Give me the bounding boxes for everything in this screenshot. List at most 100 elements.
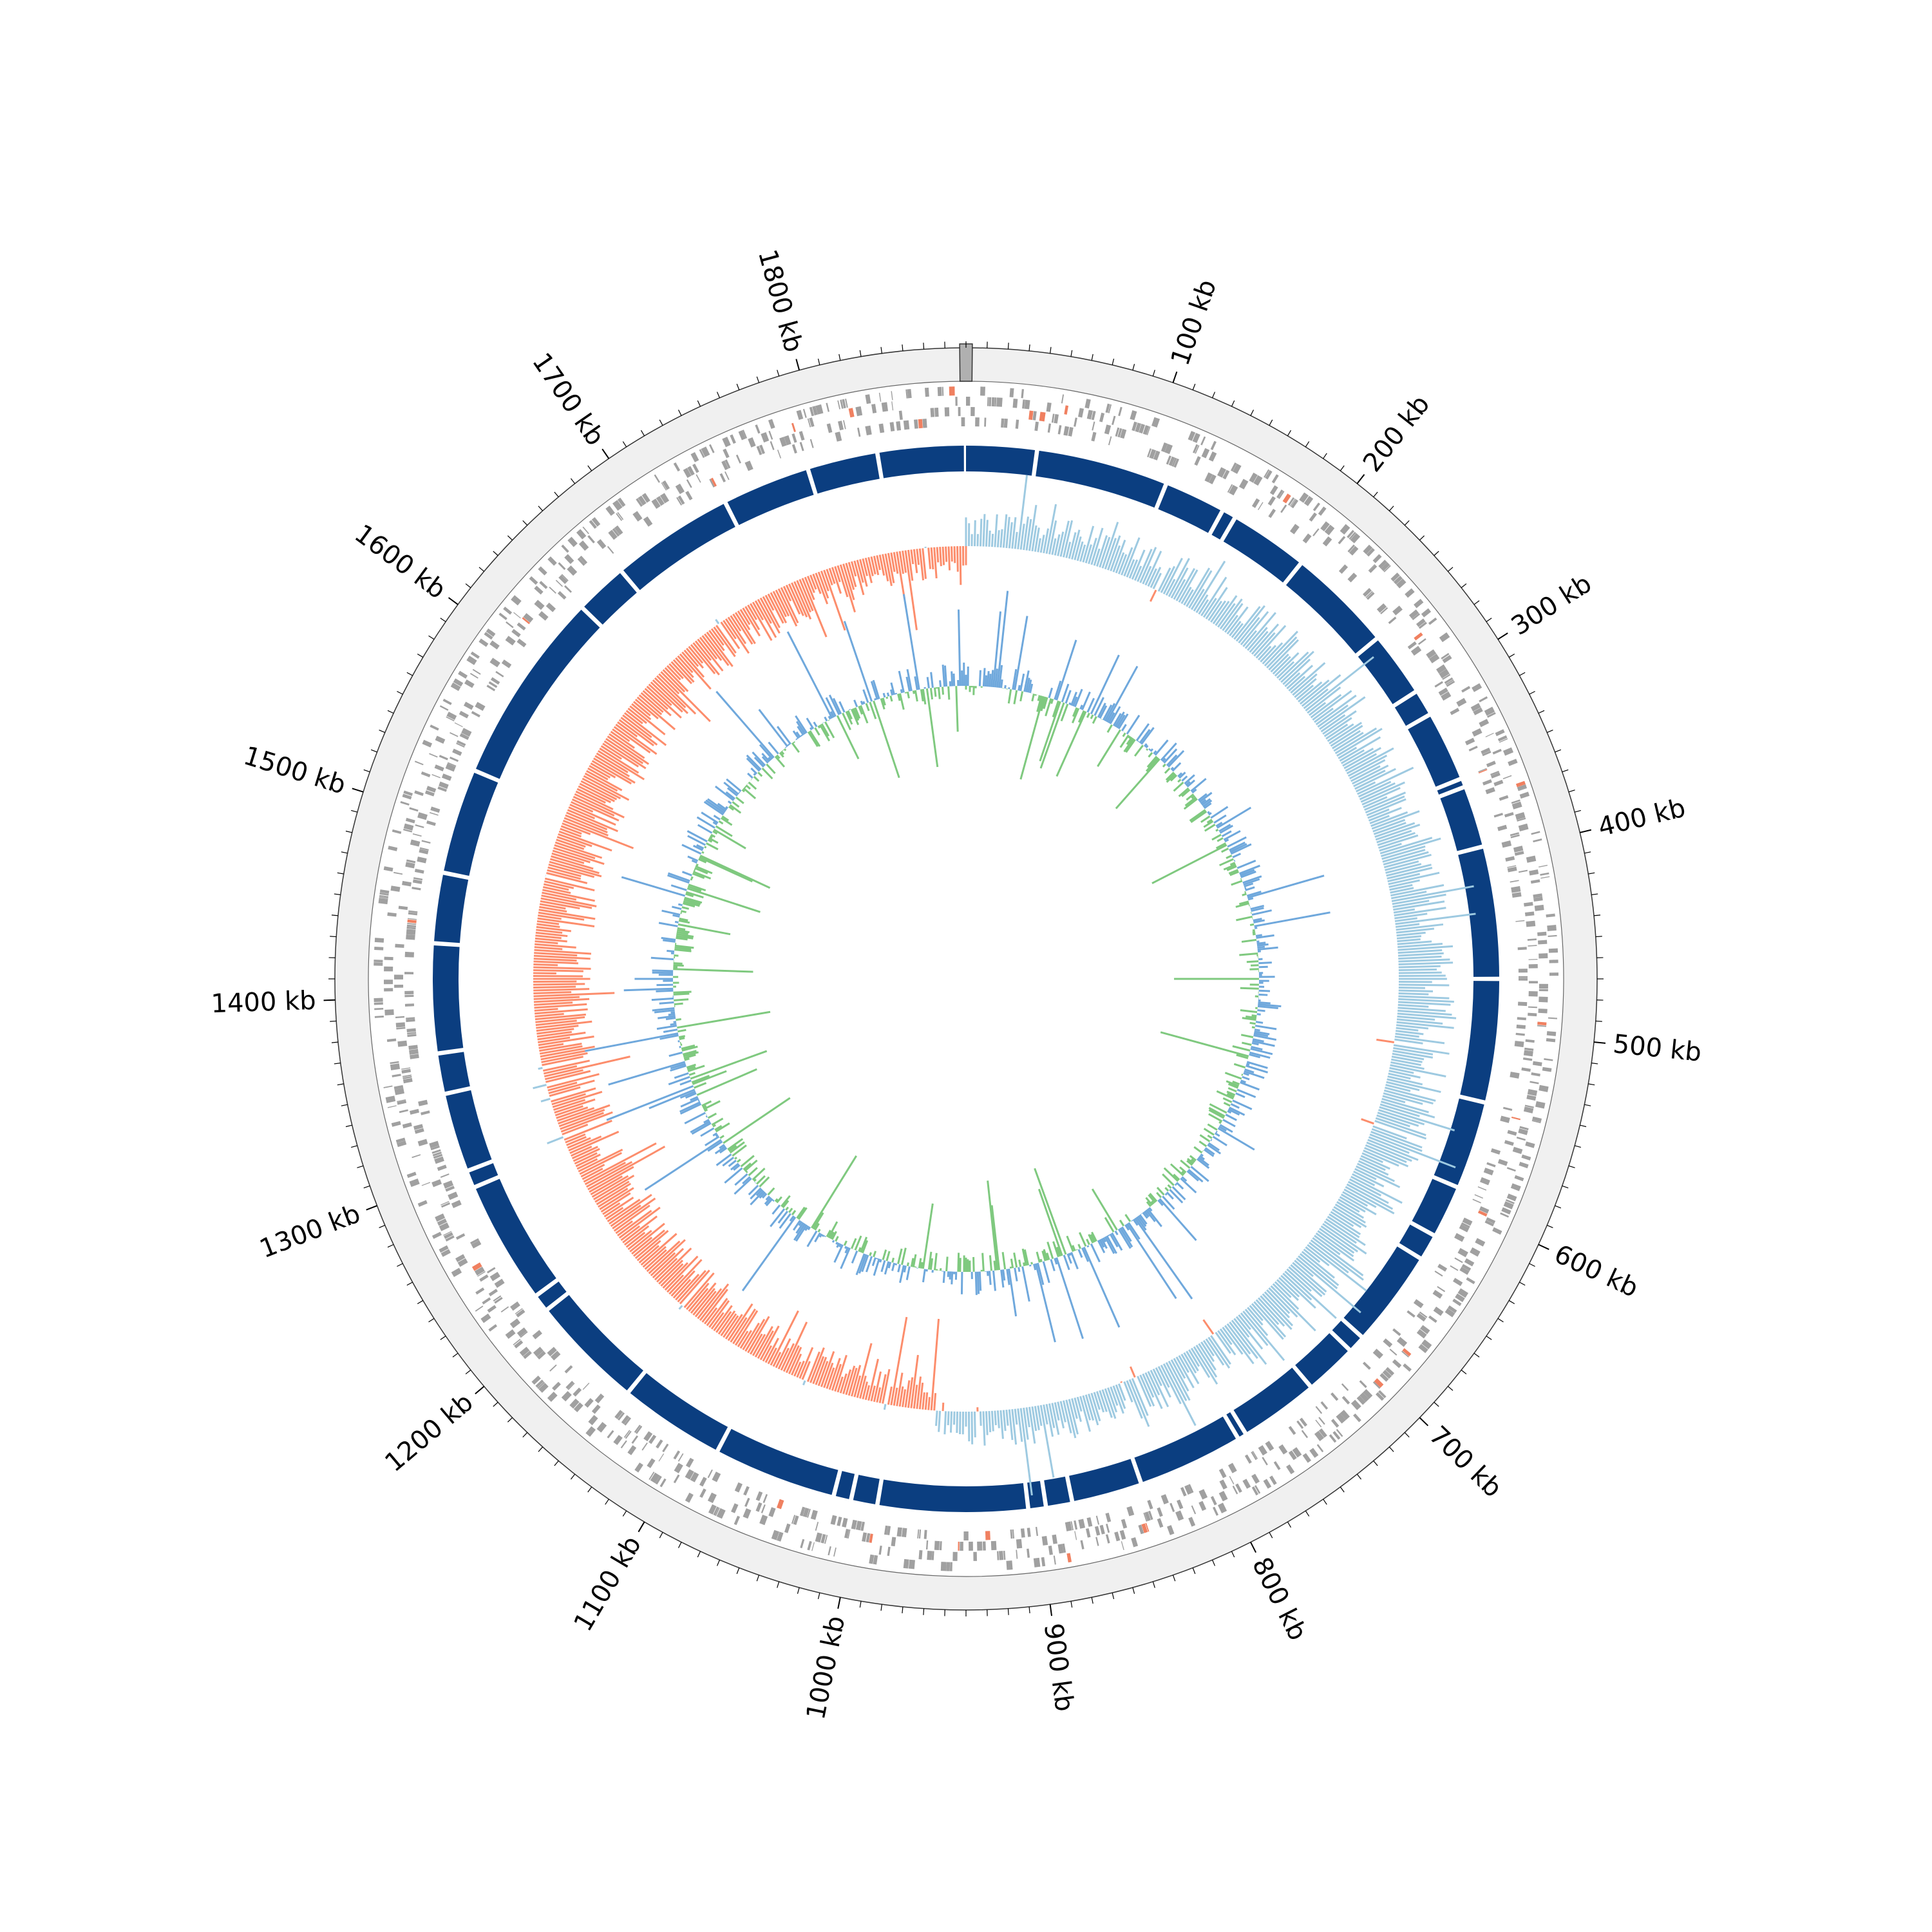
cds-feature [417,857,427,864]
cds-feature [1499,738,1508,743]
cds-feature [958,407,961,417]
cds-feature [475,1305,484,1312]
cds-feature [768,1507,776,1517]
cds-feature [585,1426,596,1437]
minor-tick [1050,346,1052,354]
minor-tick [341,1104,348,1106]
contig-block [879,1479,1027,1512]
minor-tick [493,1401,498,1407]
cds-feature [779,437,787,447]
minor-tick [1591,893,1598,895]
cds-feature [1265,470,1273,480]
cds-feature [940,1562,947,1571]
minor-tick [697,400,701,407]
cds-feature [815,404,824,415]
cds-feature [1077,408,1084,418]
cds-feature [440,1200,450,1206]
contig-block [1408,716,1460,787]
cds-feature [1481,747,1491,755]
cds-feature [1273,1461,1281,1470]
cds-feature [1363,588,1372,597]
cds-feature [470,1238,480,1245]
cds-feature [889,422,895,431]
cds-feature [409,1178,420,1188]
cds-feature [1376,1392,1385,1401]
cds-feature [1086,410,1094,420]
cds-feature [576,529,587,540]
minor-tick [538,506,544,511]
cds-feature [996,1551,999,1560]
tick-label: 1600 kb [349,519,451,605]
cds-feature [1462,1217,1473,1226]
cds-feature [406,1017,415,1019]
cds-feature [1218,1490,1228,1502]
cds-feature [1501,1207,1511,1215]
gc-skew-positive [533,475,1476,1496]
cds-feature [1500,1115,1510,1123]
cds-feature [1188,431,1196,441]
cds-feature [520,1331,528,1338]
cds-feature [1539,996,1548,1003]
major-tick [638,1521,645,1533]
cds-feature [407,1034,417,1037]
cds-feature [442,698,452,705]
cds-feature [564,554,574,564]
cds-feature [1287,497,1295,506]
minor-tick [554,1460,559,1466]
cds-feature [1547,925,1557,931]
cds-feature [1510,880,1519,883]
minor-tick [1584,1104,1591,1106]
cds-feature [1486,1162,1496,1168]
cds-feature [459,710,469,719]
tick-label: 200 kb [1358,390,1435,478]
cds-feature [1177,1499,1184,1510]
tick-label: 900 kb [1038,1622,1079,1714]
cds-feature [744,1497,750,1507]
cds-feature [1341,1383,1349,1391]
cds-feature [557,591,567,600]
contig-block [476,1179,556,1294]
major-tick [1538,1244,1549,1250]
cds-feature [638,495,647,506]
cds-feature [1379,1372,1389,1382]
gc-skew-track [533,475,1476,1496]
cds-feature [1219,1479,1227,1490]
cds-feature [1280,504,1287,513]
cds-feature [457,740,466,746]
cds-feature [1546,1031,1557,1036]
cds-feature [573,1387,582,1397]
minor-tick [478,567,485,572]
cds-feature [486,628,496,637]
cds-feature [596,1422,607,1433]
cds-feature [402,1077,413,1084]
cds-feature [431,1231,442,1239]
cds-feature [791,433,797,443]
cds-feature [555,580,563,587]
cds-feature [1533,838,1542,843]
cds-feature [1473,707,1483,715]
cds-feature [412,879,422,884]
minor-tick [1461,583,1467,589]
cds-feature [1392,1328,1401,1336]
minor-tick [622,441,627,448]
cds-feature [1495,729,1505,737]
cds-feature [475,701,486,711]
cds-feature [811,1542,815,1551]
cds-feature [1003,419,1008,428]
cds-feature [1501,840,1512,848]
contig-block [1412,1179,1456,1234]
tick-label: 500 kb [1612,1029,1703,1068]
cds-feature [443,1231,452,1236]
cds-feature [914,419,918,429]
cds-feature [1288,1450,1297,1461]
minor-tick [357,1165,364,1168]
cds-feature [1514,851,1524,856]
cds-feature [1269,485,1278,495]
cds-feature [1516,1137,1526,1141]
cds-feature [406,926,416,930]
cds-feature [1526,1094,1537,1101]
cds-feature [514,1340,524,1349]
cds-feature [552,1381,561,1391]
cds-feature [565,1381,574,1390]
cds-feature [1389,1349,1397,1356]
